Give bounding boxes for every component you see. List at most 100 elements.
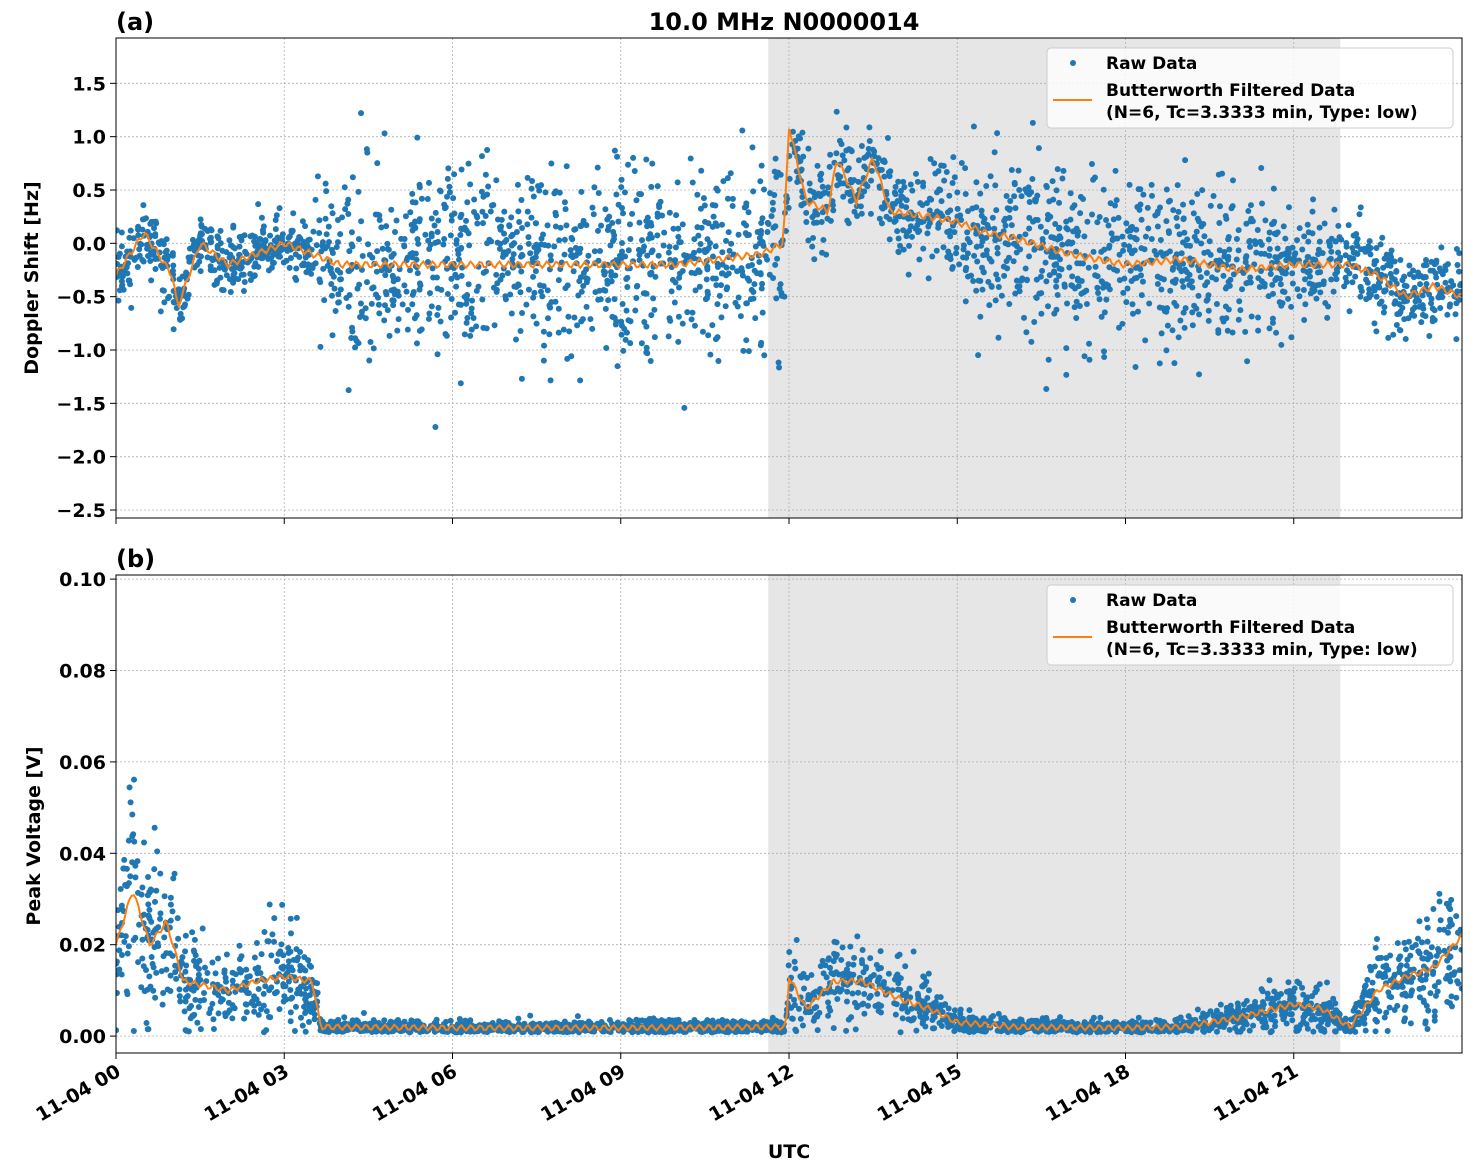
raw-data-point bbox=[1059, 176, 1065, 182]
raw-data-point bbox=[358, 218, 364, 224]
raw-data-point bbox=[792, 966, 798, 972]
raw-data-point bbox=[1125, 228, 1131, 234]
raw-data-point bbox=[1174, 223, 1180, 229]
raw-data-point bbox=[514, 229, 520, 235]
raw-data-point bbox=[1216, 220, 1222, 226]
raw-data-point bbox=[878, 948, 884, 954]
raw-data-point bbox=[412, 315, 418, 321]
raw-data-point bbox=[1219, 171, 1225, 177]
raw-data-point bbox=[464, 320, 470, 326]
raw-data-point bbox=[202, 965, 208, 971]
raw-data-point bbox=[1038, 274, 1044, 280]
raw-data-point bbox=[1334, 267, 1340, 273]
raw-data-point bbox=[222, 967, 228, 973]
raw-data-point bbox=[145, 892, 151, 898]
raw-data-point bbox=[1236, 298, 1242, 304]
raw-data-point bbox=[605, 297, 611, 303]
raw-data-point bbox=[1093, 264, 1099, 270]
raw-data-point bbox=[170, 263, 176, 269]
raw-data-point bbox=[1408, 992, 1414, 998]
raw-data-point bbox=[1305, 239, 1311, 245]
raw-data-point bbox=[449, 296, 455, 302]
raw-data-point bbox=[1317, 225, 1323, 231]
raw-data-point bbox=[163, 950, 169, 956]
raw-data-point bbox=[764, 229, 770, 235]
raw-data-point bbox=[865, 151, 871, 157]
raw-data-point bbox=[128, 305, 134, 311]
raw-data-point bbox=[509, 311, 515, 317]
y-tick-label: 0.00 bbox=[59, 1026, 106, 1048]
raw-data-point bbox=[1050, 178, 1056, 184]
raw-data-point bbox=[834, 109, 840, 115]
raw-data-point bbox=[129, 812, 135, 818]
raw-data-point bbox=[676, 285, 682, 291]
raw-data-point bbox=[321, 297, 327, 303]
raw-data-point bbox=[890, 201, 896, 207]
raw-data-point bbox=[626, 1017, 632, 1023]
raw-data-point bbox=[183, 1027, 189, 1033]
chart-title: 10.0 MHz N0000014 bbox=[649, 8, 920, 36]
raw-data-point bbox=[310, 262, 316, 268]
raw-data-point bbox=[1278, 342, 1284, 348]
raw-data-point bbox=[280, 952, 286, 958]
raw-data-point bbox=[1176, 334, 1182, 340]
raw-data-point bbox=[1187, 243, 1193, 249]
raw-data-point bbox=[1454, 978, 1460, 984]
raw-data-point bbox=[1166, 199, 1172, 205]
raw-data-point bbox=[652, 334, 658, 340]
raw-data-point bbox=[1146, 300, 1152, 306]
raw-data-point bbox=[148, 919, 154, 925]
raw-data-point bbox=[314, 242, 320, 248]
raw-data-point bbox=[1114, 197, 1120, 203]
raw-data-point bbox=[1297, 225, 1303, 231]
raw-data-point bbox=[403, 213, 409, 219]
raw-data-point bbox=[229, 266, 235, 272]
raw-data-point bbox=[445, 165, 451, 171]
raw-data-point bbox=[333, 308, 339, 314]
raw-data-point bbox=[990, 215, 996, 221]
raw-data-point bbox=[358, 301, 364, 307]
y-tick-label: 0.5 bbox=[72, 180, 106, 202]
raw-data-point bbox=[1009, 222, 1015, 228]
raw-data-point bbox=[1062, 284, 1068, 290]
raw-data-point bbox=[1201, 233, 1207, 239]
raw-data-point bbox=[715, 188, 721, 194]
raw-data-point bbox=[484, 325, 490, 331]
raw-data-point bbox=[1350, 255, 1356, 261]
raw-data-point bbox=[690, 180, 696, 186]
raw-data-point bbox=[673, 244, 679, 250]
raw-data-point bbox=[435, 305, 441, 311]
raw-data-point bbox=[761, 187, 767, 193]
raw-data-point bbox=[947, 207, 953, 213]
raw-data-point bbox=[1177, 318, 1183, 324]
raw-data-point bbox=[422, 232, 428, 238]
raw-data-point bbox=[392, 291, 398, 297]
raw-data-point bbox=[117, 287, 123, 293]
raw-data-point bbox=[639, 340, 645, 346]
raw-data-point bbox=[368, 339, 374, 345]
raw-data-point bbox=[194, 262, 200, 268]
raw-data-point bbox=[255, 201, 261, 207]
raw-data-point bbox=[986, 302, 992, 308]
raw-data-point bbox=[258, 1006, 264, 1012]
raw-data-point bbox=[794, 937, 800, 943]
raw-data-point bbox=[355, 286, 361, 292]
raw-data-point bbox=[186, 292, 192, 298]
raw-data-point bbox=[1043, 229, 1049, 235]
raw-data-point bbox=[445, 291, 451, 297]
raw-data-point bbox=[1322, 300, 1328, 306]
raw-data-point bbox=[1078, 291, 1084, 297]
raw-data-point bbox=[774, 256, 780, 262]
raw-data-point bbox=[623, 276, 629, 282]
raw-data-point bbox=[871, 149, 877, 155]
raw-data-point bbox=[252, 966, 258, 972]
raw-data-point bbox=[701, 195, 707, 201]
raw-data-point bbox=[168, 918, 174, 924]
raw-data-point bbox=[123, 933, 129, 939]
raw-data-point bbox=[426, 246, 432, 252]
raw-data-point bbox=[706, 220, 712, 226]
raw-data-point bbox=[1245, 208, 1251, 214]
raw-data-point bbox=[316, 276, 322, 282]
raw-data-point bbox=[1386, 258, 1392, 264]
raw-data-point bbox=[738, 313, 744, 319]
